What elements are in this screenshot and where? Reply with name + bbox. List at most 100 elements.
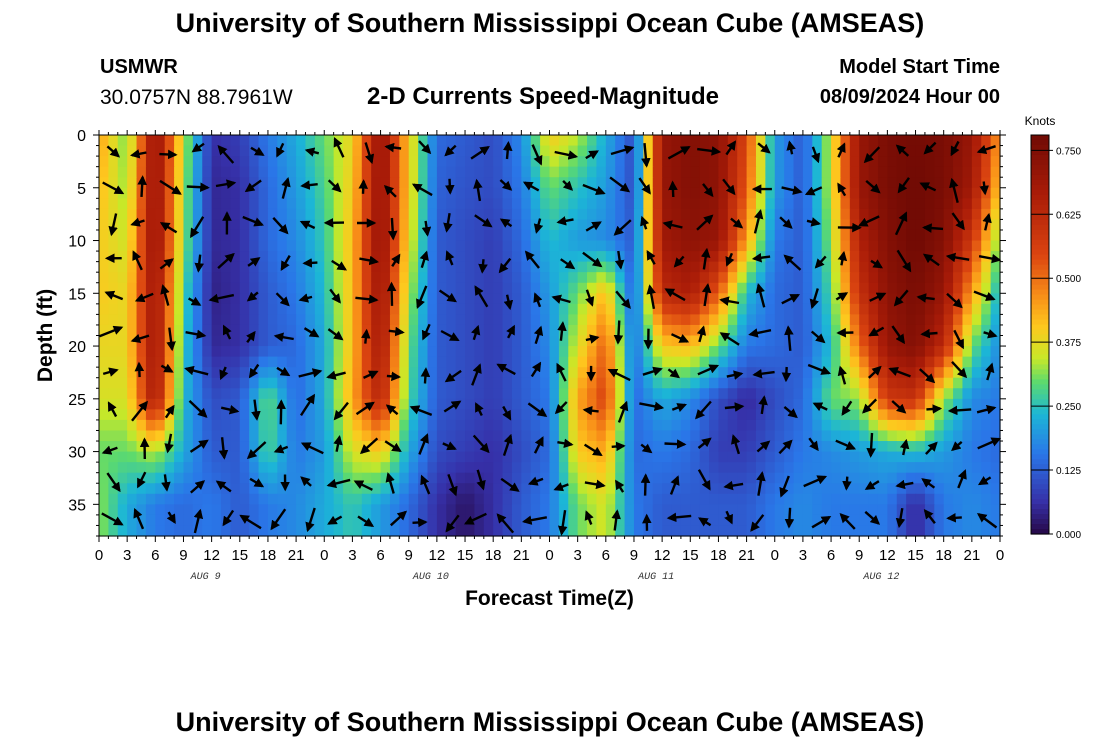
heatmap-cell: [521, 135, 532, 147]
heatmap-cell: [540, 240, 551, 252]
heatmap-cell: [99, 219, 109, 231]
heatmap-cell: [868, 166, 879, 178]
x-tick-label: 3: [799, 547, 807, 564]
heatmap-cell: [690, 441, 701, 453]
current-vector-arrow: [925, 441, 938, 455]
heatmap-cell: [915, 367, 926, 379]
heatmap-cell: [211, 187, 222, 199]
heatmap-cell: [784, 240, 795, 252]
heatmap-cell: [840, 346, 851, 358]
heatmap-cell: [953, 166, 964, 178]
heatmap-cell: [99, 377, 109, 389]
heatmap-cell: [380, 419, 391, 432]
heatmap-cell: [127, 229, 138, 242]
heatmap-cell: [953, 156, 964, 168]
heatmap-cell: [192, 346, 203, 358]
heatmap-cell: [577, 324, 588, 337]
heatmap-cell: [953, 314, 964, 326]
heatmap-cell: [352, 388, 363, 400]
heatmap-cell: [211, 409, 222, 421]
heatmap-cell: [924, 303, 935, 315]
heatmap-cell: [465, 187, 476, 199]
heatmap-cell: [727, 261, 738, 273]
heatmap-cell: [709, 525, 720, 537]
heatmap-cell: [821, 219, 832, 231]
current-vector-arrow: [444, 369, 462, 383]
current-vector-arrow: [411, 183, 433, 197]
heatmap-cell: [164, 462, 175, 474]
current-vector-arrow: [447, 473, 458, 497]
heatmap-cell: [296, 261, 307, 273]
heatmap-cell: [784, 177, 795, 189]
heatmap-cell: [502, 251, 513, 263]
heatmap-cell: [737, 135, 748, 147]
heatmap-cell: [981, 229, 992, 242]
heatmap-cell: [887, 493, 898, 505]
heatmap-cell: [558, 251, 569, 263]
heatmap-cell: [502, 367, 513, 379]
heatmap-cell: [915, 430, 926, 442]
heatmap-cell: [624, 272, 635, 284]
heatmap-cell: [427, 525, 438, 537]
heatmap-cell: [286, 441, 297, 453]
heatmap-cell: [221, 472, 231, 484]
heatmap-cell: [971, 251, 982, 263]
heatmap-cell: [755, 409, 766, 421]
heatmap-cell: [493, 145, 504, 157]
current-vector-arrow: [355, 401, 375, 416]
heatmap-cell: [859, 261, 870, 273]
heatmap-cell: [877, 229, 888, 242]
heatmap-cell: [868, 493, 879, 505]
heatmap-cell: [887, 335, 898, 347]
heatmap-cell: [108, 229, 119, 242]
heatmap-cell: [662, 177, 673, 189]
current-vector-arrow: [499, 218, 513, 228]
heatmap-cell: [493, 314, 504, 326]
heatmap-cell: [483, 346, 494, 358]
heatmap-cell: [333, 303, 344, 315]
heatmap-cell: [746, 208, 757, 221]
heatmap-cell: [258, 451, 269, 463]
heatmap-cell: [465, 324, 476, 337]
heatmap-cell: [718, 525, 729, 537]
heatmap-cell: [934, 335, 945, 347]
heatmap-cell: [662, 398, 673, 410]
heatmap-cell: [793, 377, 804, 389]
heatmap-cell: [877, 272, 888, 284]
current-vector-arrow: [533, 325, 544, 345]
heatmap-cell: [662, 251, 673, 263]
heatmap-cell: [943, 419, 954, 432]
heatmap-cell: [549, 462, 560, 474]
current-vector-arrow: [977, 476, 992, 486]
heatmap-cell: [802, 208, 813, 221]
heatmap-cell: [221, 504, 231, 516]
heatmap-cell: [859, 324, 870, 337]
heatmap-cell: [502, 504, 513, 516]
heatmap-cell: [615, 388, 626, 400]
current-vector-arrow: [921, 478, 936, 489]
heatmap-cell: [174, 324, 185, 337]
heatmap-cell: [483, 398, 494, 410]
colorbar-tick-label: 0.000: [1056, 530, 1081, 541]
heatmap-cell: [971, 335, 982, 347]
heatmap-cell: [549, 346, 560, 358]
heatmap-cell: [662, 156, 673, 168]
heatmap-cell: [868, 219, 879, 231]
heatmap-cell: [558, 240, 569, 252]
heatmap-cell: [709, 398, 720, 410]
heatmap-cell: [343, 293, 354, 305]
y-tick-label: 5: [77, 181, 86, 198]
heatmap-cell: [408, 346, 419, 358]
heatmap-cell: [483, 451, 494, 463]
heatmap-cell: [314, 314, 325, 326]
heatmap-cell: [521, 293, 532, 305]
heatmap-cell: [971, 419, 982, 432]
heatmap-cell: [915, 198, 926, 210]
heatmap-cell: [418, 525, 429, 537]
heatmap-cell: [746, 314, 757, 326]
heatmap-cell: [727, 208, 738, 221]
colorbar-band: [1031, 324, 1049, 331]
heatmap-cell: [511, 324, 522, 337]
heatmap-cell: [540, 335, 551, 347]
heatmap-cell: [568, 419, 579, 432]
